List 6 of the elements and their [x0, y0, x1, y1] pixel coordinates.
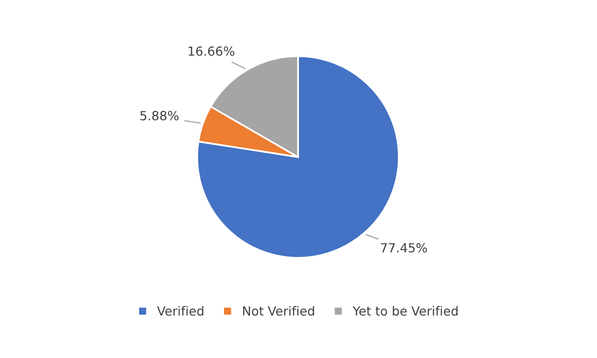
- data-label: 77.45%: [380, 243, 427, 252]
- legend-label: Yet to be Verified: [352, 306, 458, 316]
- legend-label: Verified: [157, 306, 204, 316]
- legend-label: Not Verified: [243, 306, 314, 316]
- data-label: 16.66%: [188, 46, 234, 56]
- data-label: 5.88%: [140, 110, 178, 120]
